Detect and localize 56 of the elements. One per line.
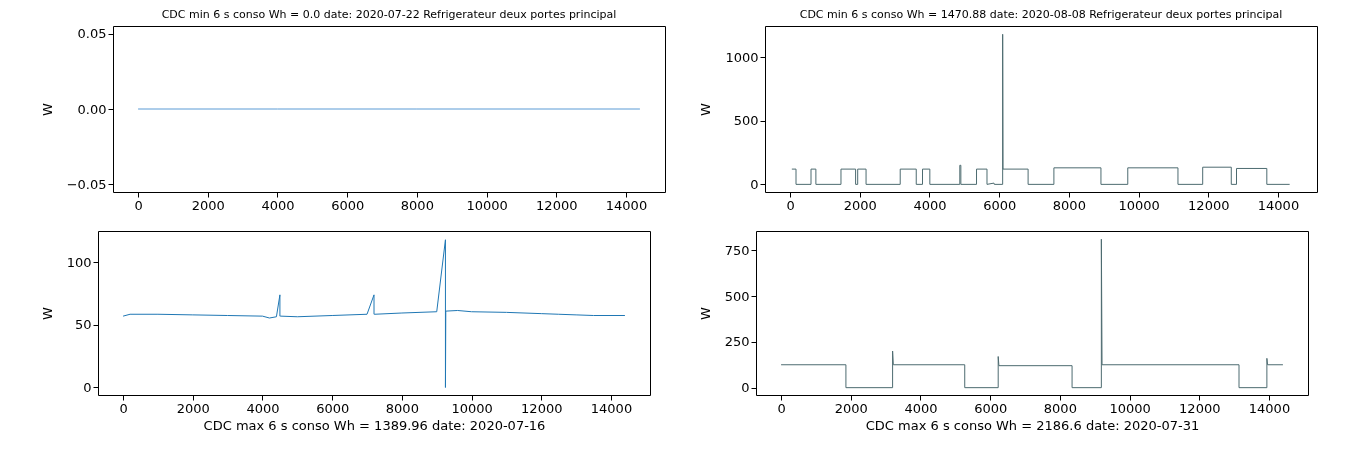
x-tick-label: 4000 bbox=[246, 400, 280, 416]
x-tick-label: 4000 bbox=[904, 400, 938, 416]
y-tick-label: 100 bbox=[66, 254, 92, 270]
x-tick-label: 0 bbox=[134, 197, 143, 213]
x-tick-label: 0 bbox=[119, 400, 128, 416]
x-tick-label: 14000 bbox=[590, 400, 633, 416]
x-tick-label: 6000 bbox=[974, 400, 1008, 416]
chart-title: CDC min 6 s conso Wh = 1470.88 date: 2020-08-08 Refrigerateur deux portes principal bbox=[799, 8, 1283, 21]
line-series bbox=[791, 33, 1291, 185]
line-series bbox=[122, 239, 626, 388]
x-tick-label: 10000 bbox=[1118, 197, 1160, 213]
x-tick-label: 10000 bbox=[1109, 400, 1151, 416]
x-tick-label: 12000 bbox=[1179, 400, 1221, 416]
y-tick-label: 50 bbox=[74, 317, 92, 333]
x-tick-label: 2000 bbox=[843, 197, 877, 213]
x-tick-label: 2000 bbox=[191, 197, 225, 213]
y-tick-label: 250 bbox=[724, 334, 750, 350]
x-tick-label: 4000 bbox=[261, 197, 295, 213]
y-tick-label: 500 bbox=[724, 288, 750, 304]
x-tick-label: 6000 bbox=[331, 197, 365, 213]
x-tick-label: 14000 bbox=[1257, 197, 1300, 213]
y-tick-label: 0 bbox=[83, 379, 92, 395]
y-tick-label: 0 bbox=[741, 380, 750, 396]
x-tick-label: 8000 bbox=[385, 400, 419, 416]
y-tick-label: 750 bbox=[724, 242, 750, 258]
x-tick-label: 0 bbox=[786, 197, 795, 213]
y-tick-label: −0.05 bbox=[66, 176, 107, 192]
line-series bbox=[780, 238, 1284, 389]
x-tick-label: 8000 bbox=[400, 197, 434, 213]
x-axis-title: CDC max 6 s conso Wh = 2186.6 date: 2020-07-31 bbox=[865, 417, 1200, 433]
x-tick-label: 6000 bbox=[983, 197, 1017, 213]
x-tick-label: 12000 bbox=[521, 400, 563, 416]
x-tick-label: 2000 bbox=[176, 400, 210, 416]
x-tick-label: 10000 bbox=[466, 197, 508, 213]
y-tick-label: 0.00 bbox=[77, 101, 107, 117]
x-tick-label: 0 bbox=[777, 400, 786, 416]
y-tick-label: 0 bbox=[750, 176, 759, 192]
x-tick-label: 6000 bbox=[316, 400, 350, 416]
x-tick-label: 14000 bbox=[605, 197, 648, 213]
x-tick-label: 8000 bbox=[1043, 400, 1077, 416]
x-tick-label: 2000 bbox=[834, 400, 868, 416]
y-tick-label: 1000 bbox=[725, 49, 759, 65]
y-axis-title: W bbox=[39, 306, 55, 320]
x-tick-label: 12000 bbox=[536, 197, 578, 213]
y-axis-title: W bbox=[698, 102, 714, 116]
x-tick-label: 8000 bbox=[1052, 197, 1086, 213]
x-tick-label: 4000 bbox=[913, 197, 947, 213]
x-axis-title: CDC max 6 s conso Wh = 1389.96 date: 2020-07-16 bbox=[203, 417, 546, 433]
x-tick-label: 14000 bbox=[1248, 400, 1291, 416]
y-axis-title: W bbox=[39, 102, 55, 116]
y-tick-label: 0.05 bbox=[77, 26, 107, 42]
chart-title: CDC min 6 s conso Wh = 0.0 date: 2020-07-22 Refrigerateur deux portes principal bbox=[161, 8, 617, 21]
y-tick-label: 500 bbox=[733, 113, 759, 129]
x-tick-label: 10000 bbox=[451, 400, 493, 416]
y-axis-title: W bbox=[697, 306, 713, 320]
x-tick-label: 12000 bbox=[1188, 197, 1230, 213]
